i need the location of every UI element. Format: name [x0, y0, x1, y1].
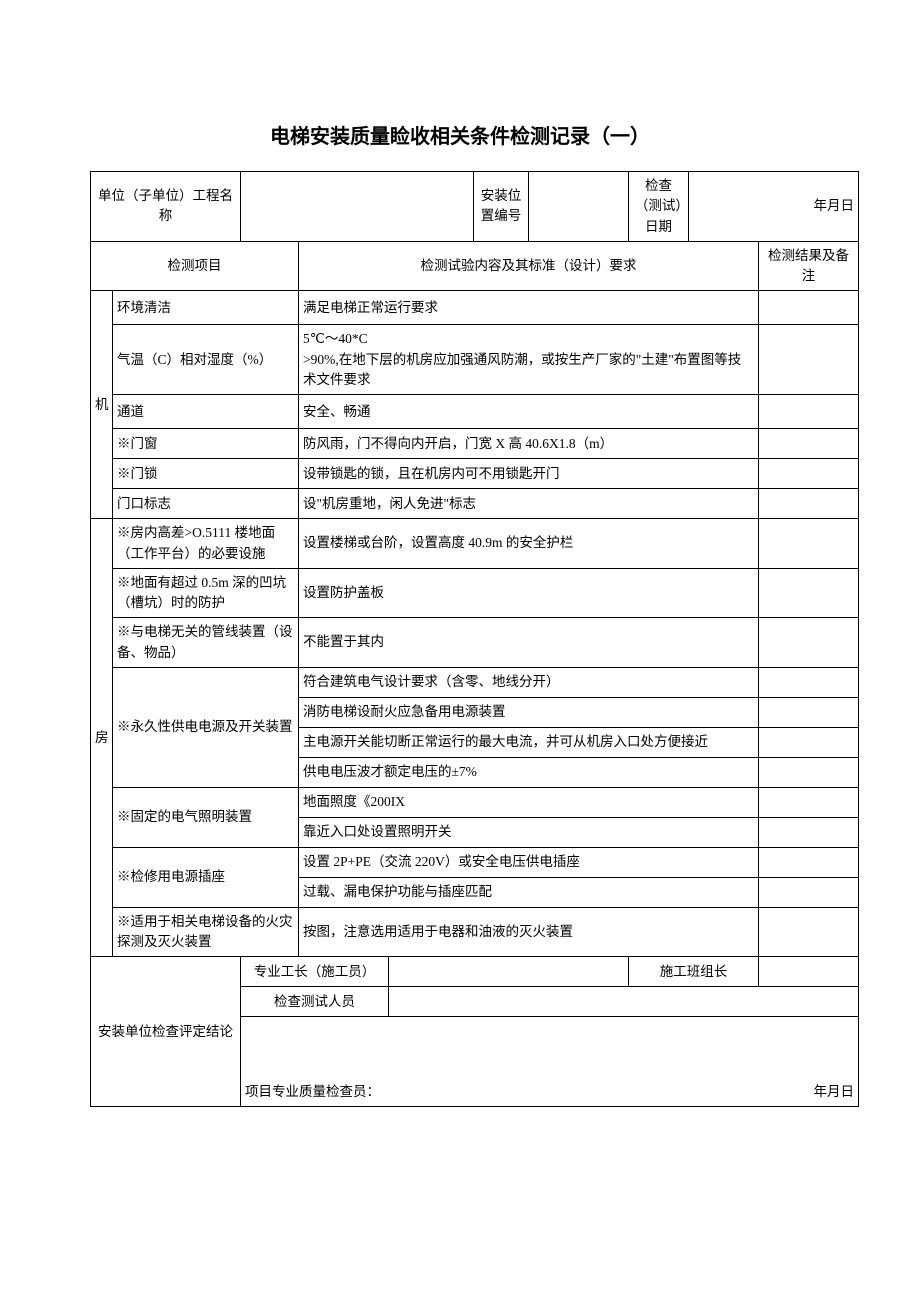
side-bottom: 房: [91, 519, 113, 957]
r3-result: [759, 429, 859, 459]
power-0: 符合建筑电气设计要求（含零、地线分开）: [299, 667, 759, 697]
side-top: 机: [91, 291, 113, 519]
r8-item: ※与电梯无关的管线装置（设备、物品）: [113, 618, 299, 668]
power-3: 供电电压波才额定电压的±7%: [299, 757, 759, 787]
light-item: ※固定的电气照明装置: [113, 787, 299, 847]
r4-result: [759, 459, 859, 489]
light-1: 靠近入口处设置照明开关: [299, 817, 759, 847]
r7-result: [759, 568, 859, 618]
ftr-foreman: 专业工长（施工员）: [241, 957, 389, 987]
fire-item: ※适用于相关电梯设备的火灾探测及灭火装置: [113, 907, 299, 957]
r7-item: ※地面有超过 0.5m 深的凹坑（槽坑）时的防护: [113, 568, 299, 618]
power-2-res: [759, 727, 859, 757]
fire-content: 按图，注意选用适用于电器和油液的灭火装置: [299, 907, 759, 957]
r1-result: [759, 325, 859, 395]
power-item: ※永久性供电电源及开关装置: [113, 667, 299, 787]
power-0-res: [759, 667, 859, 697]
page-title: 电梯安装质量睑收相关条件检测记录（一）: [90, 120, 830, 149]
r7-content: 设置防护盖板: [299, 568, 759, 618]
r4-item: ※门锁: [113, 459, 299, 489]
socket-item: ※检修用电源插座: [113, 847, 299, 907]
light-0: 地面照度《200IX: [299, 787, 759, 817]
power-1: 消防电梯设耐火应急备用电源装置: [299, 697, 759, 727]
r2-result: [759, 395, 859, 429]
power-3-res: [759, 757, 859, 787]
hdr-pos: 安装位置编号: [474, 172, 529, 242]
r6-result: [759, 519, 859, 569]
r8-result: [759, 618, 859, 668]
r1-content: 5℃～40*C >90%,在地下层的机房应加强通风防潮，或按生产厂家的"土建"布…: [299, 325, 759, 395]
hdr-unit: 单位（子单位）工程名称: [91, 172, 241, 242]
r4-content: 设带锁匙的锁，且在机房内可不用锁匙开门: [299, 459, 759, 489]
ftr-foreman-val: [389, 957, 629, 987]
hdr-date-val: 年月日: [689, 172, 859, 242]
r0-content: 满足电梯正常运行要求: [299, 291, 759, 325]
socket-0: 设置 2P+PE（交流 220V）或安全电压供电插座: [299, 847, 759, 877]
r5-content: 设"机房重地，闲人免进"标志: [299, 489, 759, 519]
fire-res: [759, 907, 859, 957]
power-1-res: [759, 697, 859, 727]
ftr-inspector: 项目专业质量检查员：: [245, 1084, 380, 1099]
r5-item: 门口标志: [113, 489, 299, 519]
ftr-tester: 检查测试人员: [241, 987, 389, 1017]
r3-item: ※门窗: [113, 429, 299, 459]
col-item: 检测项目: [91, 241, 299, 291]
ftr-teamleader: 施工班组长: [629, 957, 759, 987]
r2-content: 安全、畅通: [299, 395, 759, 429]
socket-0-res: [759, 847, 859, 877]
socket-1-res: [759, 877, 859, 907]
hdr-pos-val: [529, 172, 629, 242]
r6-content: 设置楼梯或台阶，设置高度 40.9m 的安全护栏: [299, 519, 759, 569]
hdr-unit-val: [241, 172, 474, 242]
ftr-tester-val: [389, 987, 859, 1017]
hdr-date: 检查（测试）日期: [629, 172, 689, 242]
socket-1: 过载、漏电保护功能与插座匹配: [299, 877, 759, 907]
r6-item: ※房内高差>O.5111 楼地面（工作平台）的必要设施: [113, 519, 299, 569]
col-result: 检测结果及备注: [759, 241, 859, 291]
light-0-res: [759, 787, 859, 817]
ftr-date: 年月日: [814, 1082, 855, 1102]
r5-result: [759, 489, 859, 519]
ftr-conclusion: 安装单位检查评定结论: [91, 957, 241, 1107]
inspection-table: 单位（子单位）工程名称 安装位置编号 检查（测试）日期 年月日 检测项目 检测试…: [90, 171, 859, 1107]
r2-item: 通道: [113, 395, 299, 429]
r8-content: 不能置于其内: [299, 618, 759, 668]
r0-item: 环境清洁: [113, 291, 299, 325]
r1-item: 气温（C）相对湿度（%）: [113, 325, 299, 395]
power-2: 主电源开关能切断正常运行的最大电流，并可从机房入口处方便接近: [299, 727, 759, 757]
light-1-res: [759, 817, 859, 847]
ftr-teamleader-val: [759, 957, 859, 987]
r0-result: [759, 291, 859, 325]
col-content: 检测试验内容及其标准（设计）要求: [299, 241, 759, 291]
r3-content: 防风雨，门不得向内开启，门宽 X 高 40.6X1.8（m）: [299, 429, 759, 459]
